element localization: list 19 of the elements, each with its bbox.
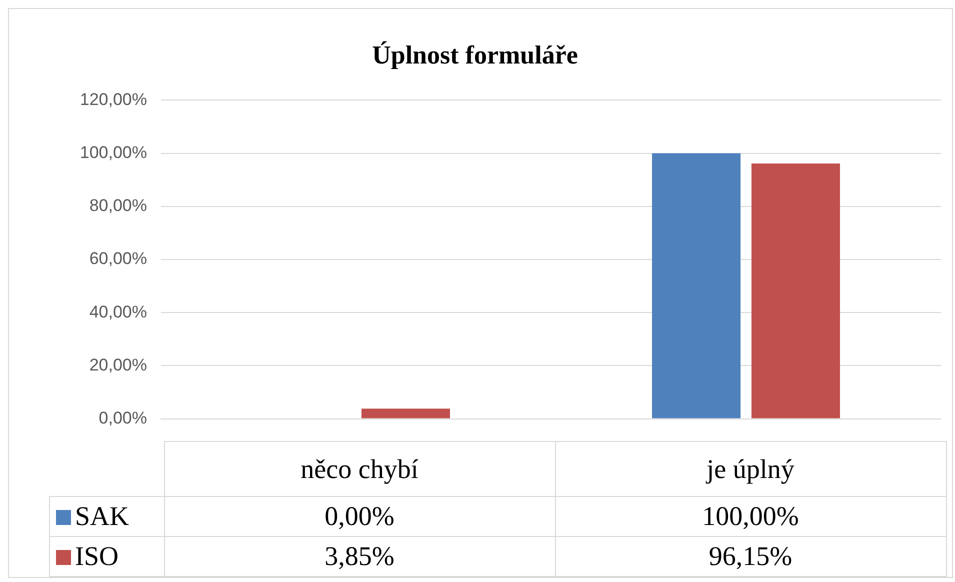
legend-label: ISO bbox=[75, 541, 119, 571]
data-label: 3,85% bbox=[164, 536, 555, 576]
data-label: 100,00% bbox=[555, 496, 946, 536]
bar bbox=[652, 153, 741, 418]
x-tick-label: je úplný bbox=[555, 442, 946, 496]
data-label: 0,00% bbox=[164, 496, 555, 536]
y-tick-label: 100,00% bbox=[80, 142, 147, 162]
bar bbox=[751, 164, 840, 418]
x-tick-label: něco chybí bbox=[164, 442, 555, 496]
y-tick-label: 120,00% bbox=[80, 90, 147, 109]
y-tick-label: 80,00% bbox=[89, 196, 147, 216]
y-tick-label: 40,00% bbox=[89, 302, 147, 322]
bar bbox=[361, 408, 450, 418]
chart-title: Úplnost formuláře bbox=[372, 40, 578, 70]
y-tick-label: 60,00% bbox=[89, 249, 147, 268]
data-label: 96,15% bbox=[555, 536, 946, 576]
y-tick-label: 20,00% bbox=[89, 355, 147, 374]
legend-label: SAK bbox=[75, 501, 130, 531]
y-tick-label: 0,00% bbox=[98, 408, 147, 428]
